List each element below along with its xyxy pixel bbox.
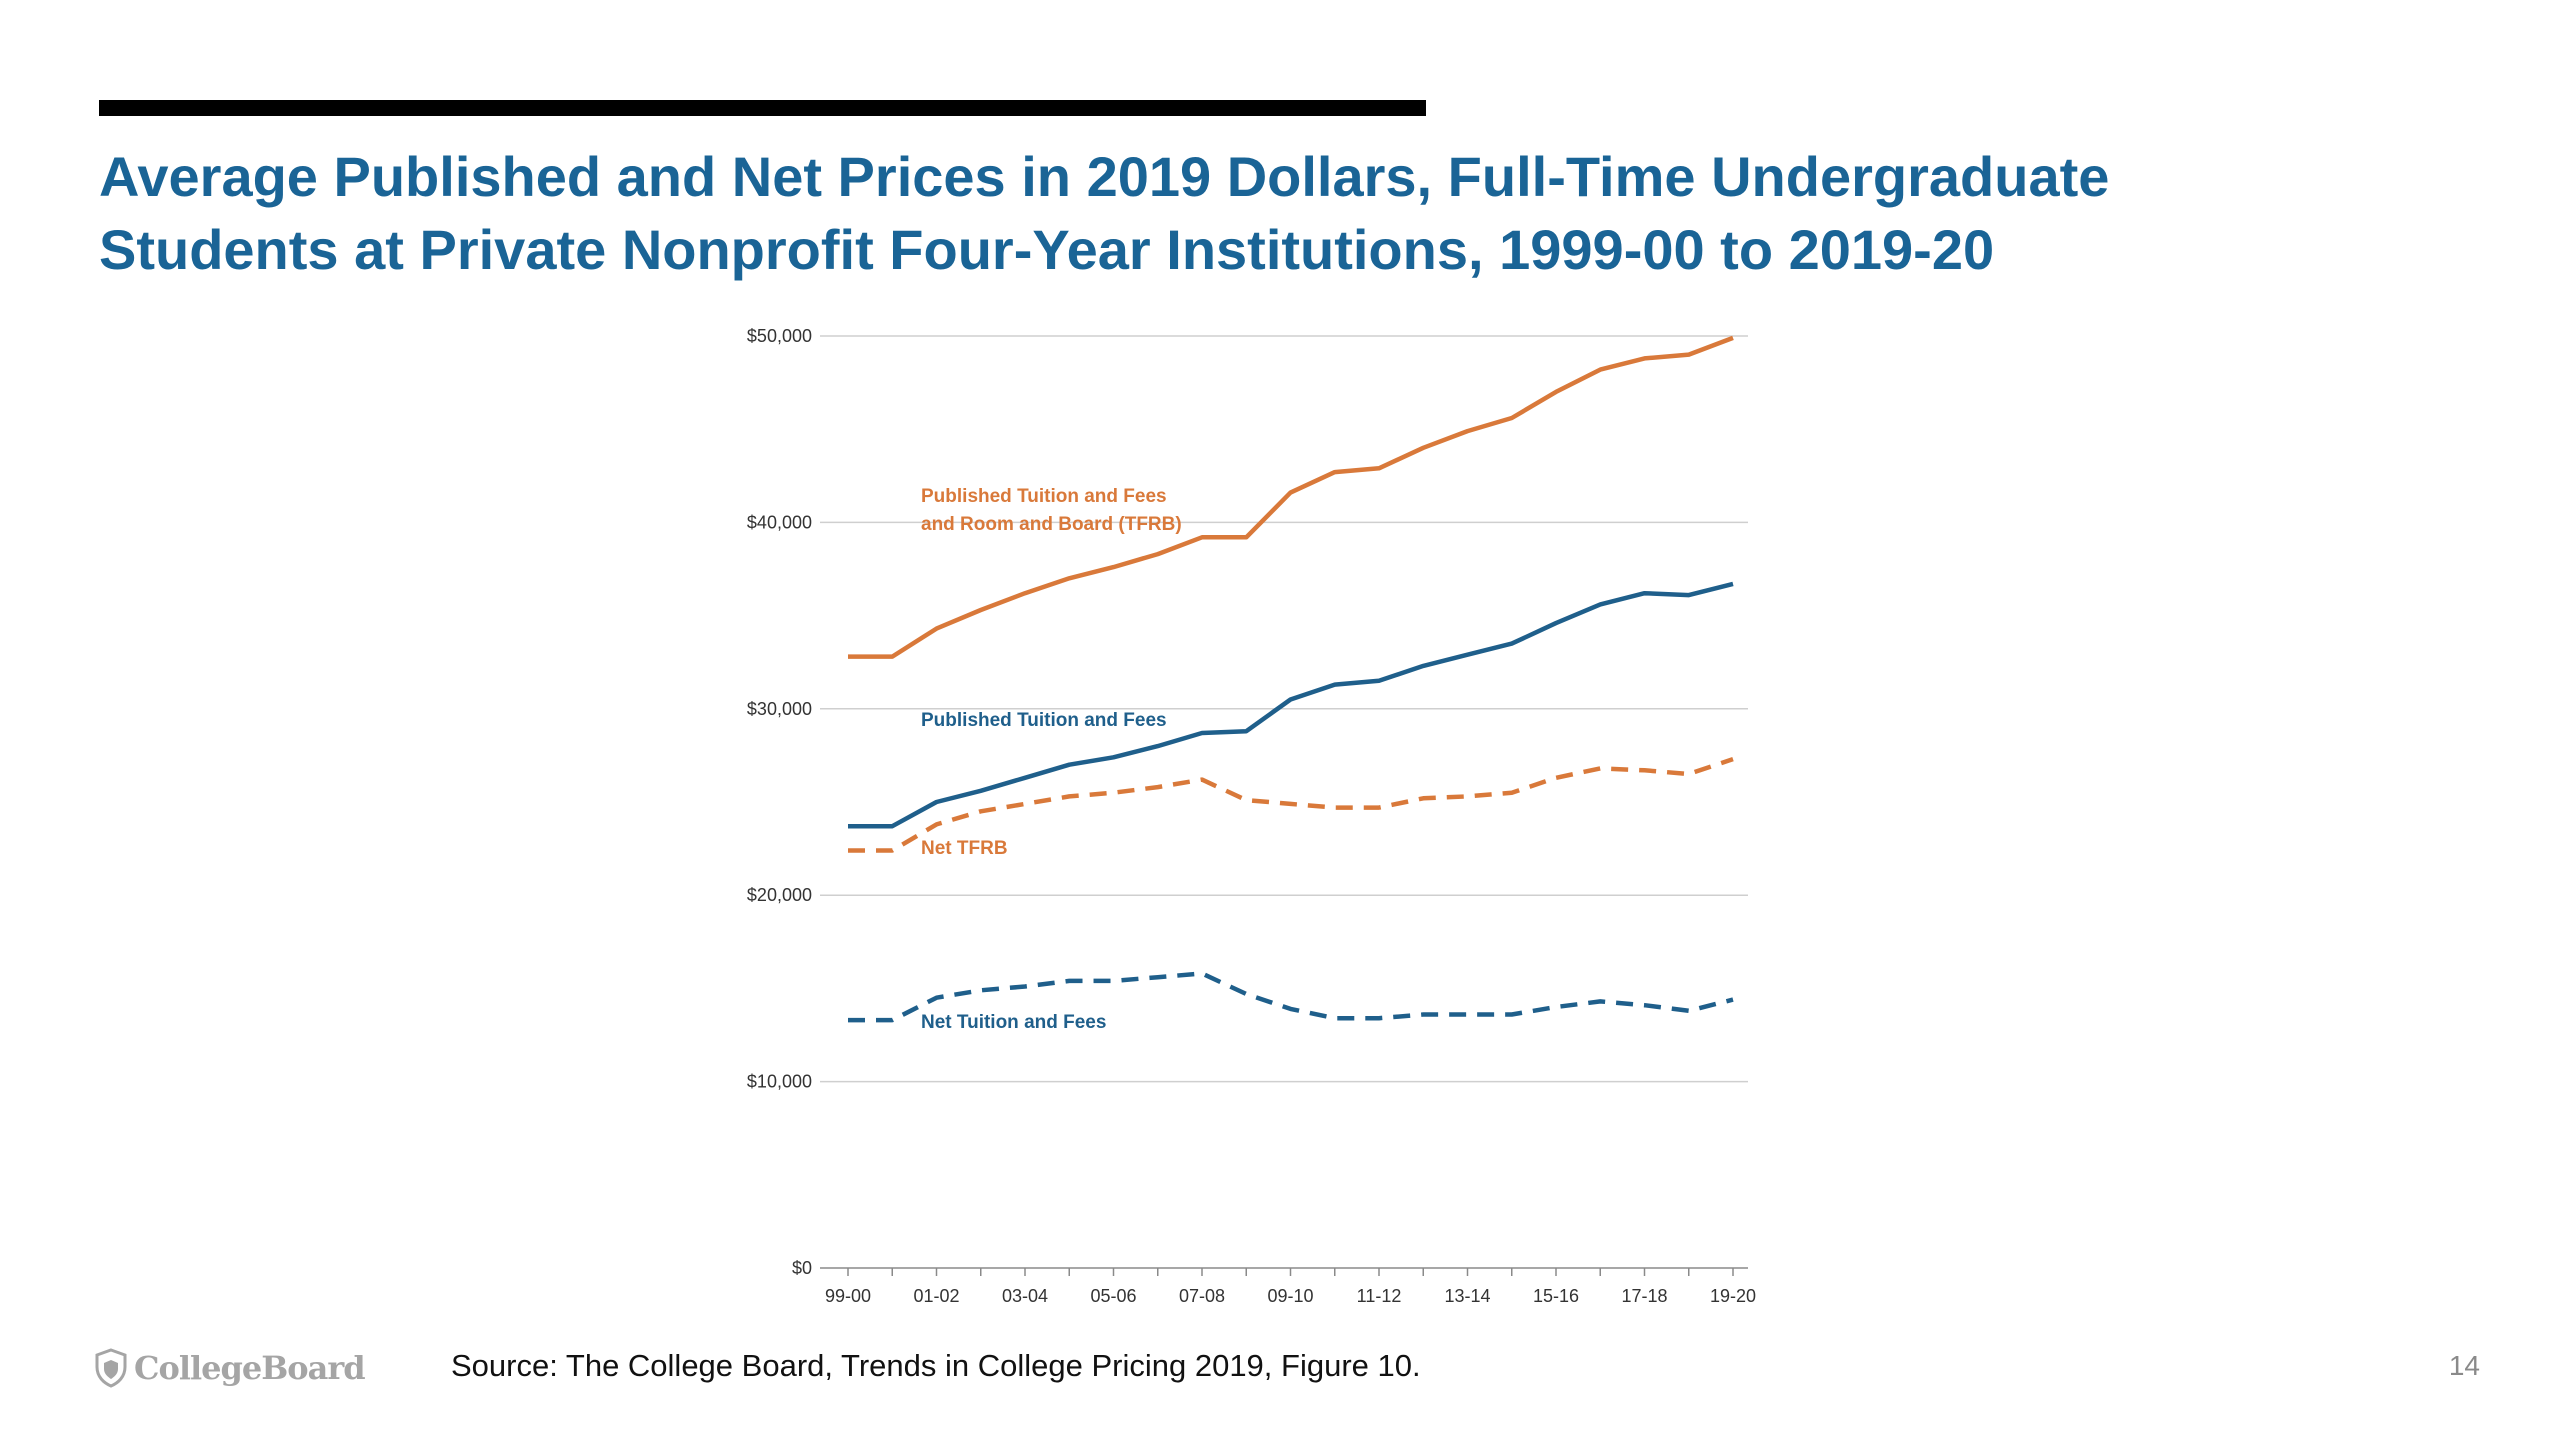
series-lines — [848, 335, 1734, 1023]
y-tick-label: $0 — [792, 1258, 812, 1278]
slide-title-line-2: Students at Private Nonprofit Four-Year … — [99, 218, 1995, 281]
series-label-line: Published Tuition and Fees — [921, 486, 1167, 507]
college-board-logo: CollegeBoard — [94, 1344, 366, 1392]
y-tick-label: $10,000 — [747, 1072, 812, 1092]
source-note: Source: The College Board, Trends in Col… — [451, 1348, 1421, 1383]
x-tick-label: 05-06 — [1090, 1286, 1136, 1306]
x-tick-label: 19-20 — [1710, 1286, 1756, 1306]
x-tick-label: 99-00 — [825, 1286, 871, 1306]
series-label-line: Net TFRB — [921, 838, 1008, 859]
published-tfrb-line — [848, 335, 1734, 659]
slide-title: Average Published and Net Prices in 2019… — [99, 140, 2399, 286]
y-tick-label: $20,000 — [747, 885, 812, 905]
x-tick-labels: 99-00 01-02 03-04 05-06 07-08 09-10 11-12 13-14… — [825, 1286, 1756, 1306]
y-tick-label: $40,000 — [747, 512, 812, 532]
x-tick-label: 13-14 — [1444, 1286, 1490, 1306]
series-label-line: Net Tuition and Fees — [921, 1012, 1106, 1033]
x-tick-label: 17-18 — [1621, 1286, 1667, 1306]
y-tick-label: $30,000 — [747, 699, 812, 719]
x-tick-label: 01-02 — [913, 1286, 959, 1306]
series-labels: Published Tuition and Fees and Room and B… — [921, 486, 1182, 1033]
series-label-line: Published Tuition and Fees — [921, 710, 1167, 731]
series-label-line: and Room and Board (TFRB) — [921, 514, 1182, 535]
shield-icon — [95, 1348, 127, 1388]
published-tuition-fees-label: Published Tuition and Fees — [921, 710, 1167, 731]
top-rule — [99, 100, 1426, 116]
x-tick-label: 07-08 — [1179, 1286, 1225, 1306]
net-tuition-fees-label: Net Tuition and Fees — [921, 1012, 1106, 1033]
y-tick-label: $50,000 — [747, 326, 812, 346]
x-axis — [820, 1267, 1748, 1276]
x-tick-label: 03-04 — [1002, 1286, 1048, 1306]
net-tuition-fees-line — [848, 971, 1734, 1023]
net-tfrb-label: Net TFRB — [921, 838, 1008, 859]
net-tfrb-line — [848, 756, 1734, 853]
x-tick-label: 15-16 — [1533, 1286, 1579, 1306]
slide-title-line-1: Average Published and Net Prices in 2019… — [99, 145, 2110, 208]
x-tick-label: 09-10 — [1267, 1286, 1313, 1306]
page-number: 14 — [2448, 1350, 2480, 1381]
y-tick-labels: $0 $10,000 $20,000 $30,000 $40,000 $50,000 — [747, 326, 812, 1278]
x-tick-label: 11-12 — [1357, 1286, 1402, 1306]
published-tuition-fees-line — [848, 581, 1734, 829]
grid-lines — [820, 335, 1748, 1083]
logo-text: CollegeBoard — [134, 1349, 366, 1387]
published-tfrb-label: Published Tuition and Fees and Room and B… — [921, 486, 1182, 535]
